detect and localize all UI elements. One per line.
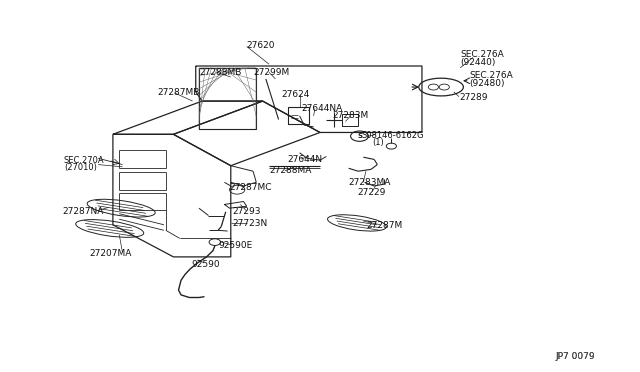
Text: 92590: 92590 [191, 260, 220, 269]
Text: SEC.270A: SEC.270A [64, 156, 104, 166]
Text: (1): (1) [372, 138, 384, 147]
Text: 27207MA: 27207MA [90, 249, 132, 258]
Text: 27624: 27624 [282, 90, 310, 99]
Text: (92480): (92480) [470, 79, 505, 88]
Text: 27283MA: 27283MA [349, 178, 391, 187]
Text: 27283M: 27283M [333, 111, 369, 121]
Text: 27287NA: 27287NA [62, 206, 103, 216]
Text: SEC.276A: SEC.276A [460, 51, 504, 60]
Text: S: S [357, 133, 362, 139]
Text: 27723N: 27723N [232, 219, 268, 228]
Text: 27293: 27293 [232, 206, 260, 216]
Text: 27288MA: 27288MA [269, 166, 312, 175]
Text: 27644NA: 27644NA [301, 104, 342, 113]
Text: 27299M: 27299M [253, 68, 289, 77]
Text: (92440): (92440) [460, 58, 495, 67]
Text: JP7 0079: JP7 0079 [556, 352, 595, 361]
Text: 27287M: 27287M [366, 221, 402, 230]
Text: 92590E: 92590E [218, 241, 252, 250]
Text: 27644N: 27644N [287, 154, 322, 164]
Text: SEC.276A: SEC.276A [470, 71, 513, 80]
Text: JP7 0079: JP7 0079 [556, 352, 595, 361]
Text: 27229: 27229 [357, 188, 385, 197]
Text: 27289: 27289 [459, 93, 488, 102]
Text: 27287MB: 27287MB [157, 89, 200, 97]
Text: 27620: 27620 [246, 41, 275, 50]
Text: S08146-6162G: S08146-6162G [362, 131, 424, 140]
Text: 27287MC: 27287MC [230, 183, 272, 192]
Text: (27010): (27010) [64, 163, 97, 172]
Text: 27288MB: 27288MB [199, 68, 241, 77]
